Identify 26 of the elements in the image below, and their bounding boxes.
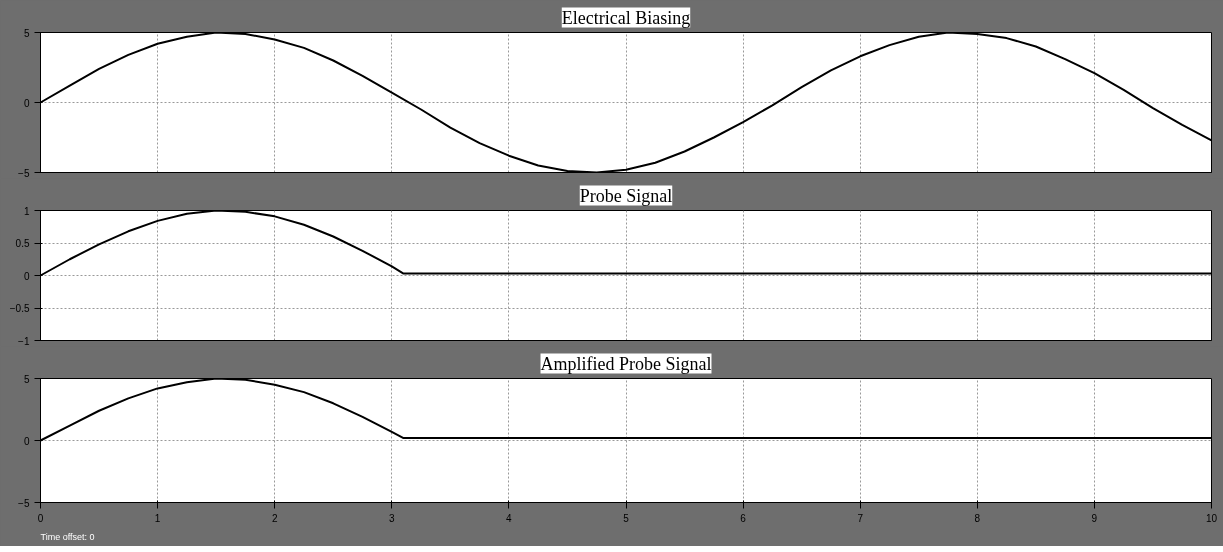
y-tick-label: 0	[23, 270, 30, 282]
y-tick-label: 0	[23, 97, 30, 109]
x-tick-label: 1	[154, 512, 161, 524]
x-tick-label: 3	[389, 512, 396, 524]
y-tick-label: −0.5	[9, 303, 30, 314]
y-tick-label: −1	[18, 335, 30, 347]
x-tick-label: 5	[623, 512, 630, 524]
chart-title: Electrical Biasing	[561, 7, 691, 28]
y-tick-label: 5	[23, 27, 30, 39]
y-tick-label: 1	[23, 205, 30, 217]
x-tick-label: 7	[857, 512, 864, 524]
x-tick-label: 10	[1205, 512, 1218, 524]
chart-title: Amplified Probe Signal	[540, 353, 712, 374]
x-tick-label: 2	[271, 512, 278, 524]
y-tick-label: 5	[23, 373, 30, 385]
chart-title: Probe Signal	[579, 185, 673, 206]
x-tick-label: 9	[1091, 512, 1098, 524]
x-tick-label: 6	[740, 512, 747, 524]
x-tick-label: 4	[506, 512, 513, 524]
x-tick-label: 8	[974, 512, 981, 524]
y-tick-label: −5	[18, 497, 30, 509]
text: Time offset: 0	[40, 531, 95, 542]
x-tick-label: 0	[37, 512, 44, 524]
y-tick-label: 0	[23, 435, 30, 447]
y-tick-label: 0.5	[15, 238, 30, 249]
y-tick-label: −5	[18, 167, 30, 179]
